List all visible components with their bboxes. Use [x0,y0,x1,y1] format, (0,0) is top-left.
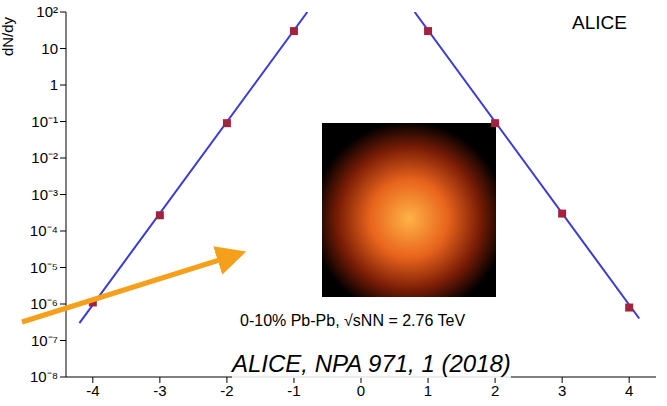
svg-text:4: 4 [625,382,633,399]
html-text:ALICE, NPA 971, 1 (2018): ALICE, NPA 971, 1 (2018) [232,350,511,377]
html-text:dN/dy: dN/dy [0,16,17,57]
svg-text:10⁻⁶: 10⁻⁶ [30,295,58,312]
html-text:ALICE: ALICE [572,12,627,33]
svg-text:1: 1 [424,382,432,399]
svg-text:-3: -3 [153,382,166,399]
svg-text:10: 10 [41,40,58,57]
svg-text:10⁻²: 10⁻² [31,149,58,166]
svg-text:2: 2 [491,382,499,399]
svg-text:3: 3 [558,382,566,399]
svg-text:0: 0 [357,382,365,399]
html-text:0-10% Pb-Pb, √sNN = 2.76 TeV: 0-10% Pb-Pb, √sNN = 2.76 TeV [240,312,465,329]
svg-text:10⁻³: 10⁻³ [31,186,58,203]
svg-text:1: 1 [50,76,58,93]
svg-text:10⁻⁵: 10⁻⁵ [30,259,58,276]
svg-text:10²: 10² [36,3,58,20]
svg-text:-4: -4 [86,382,99,399]
svg-text:-2: -2 [220,382,233,399]
svg-text:10⁻⁷: 10⁻⁷ [31,332,58,349]
svg-text:-1: -1 [287,382,300,399]
svg-text:10⁻⁸: 10⁻⁸ [30,368,58,385]
svg-text:10⁻⁴: 10⁻⁴ [30,222,58,239]
svg-text:10⁻¹: 10⁻¹ [31,113,58,130]
